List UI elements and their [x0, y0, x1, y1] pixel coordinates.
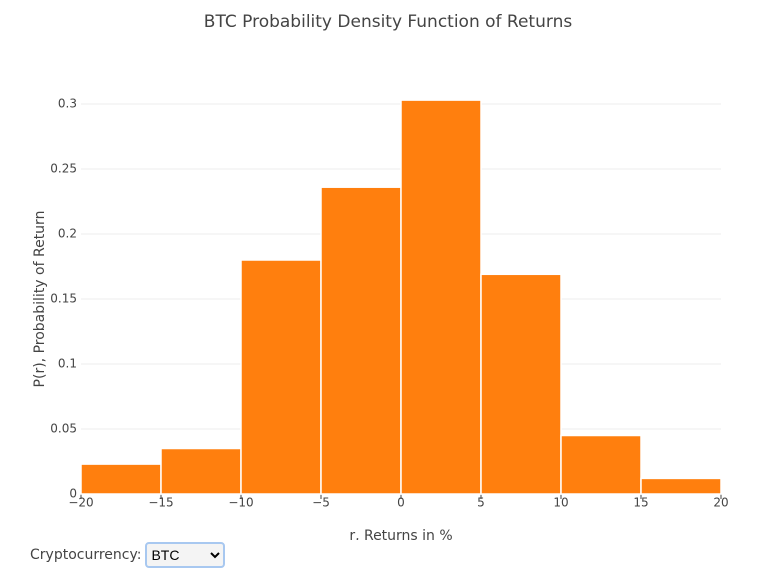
- x-tick-label: 20: [713, 496, 728, 510]
- x-tick-label: 5: [477, 496, 485, 510]
- x-tick-label: −20: [68, 496, 93, 510]
- x-tick-label: −15: [148, 496, 173, 510]
- bar: [480, 273, 562, 495]
- bar: [400, 99, 482, 495]
- chart-title: BTC Probability Density Function of Retu…: [204, 12, 573, 32]
- bar: [240, 259, 322, 495]
- y-tick-label: 0.2: [58, 227, 77, 241]
- x-tick-label: −5: [312, 496, 330, 510]
- y-tick-label: 0.3: [58, 97, 77, 111]
- x-tick-label: 15: [633, 496, 648, 510]
- y-axis-label: P(r), Probability of Return: [32, 211, 48, 388]
- x-tick-label: 0: [397, 496, 405, 510]
- bar: [160, 447, 242, 495]
- control-label: Cryptocurrency:: [30, 547, 142, 563]
- x-axis-label: r, Returns in %: [349, 528, 452, 540]
- y-tick-label: 0.05: [50, 422, 77, 436]
- crypto-control: Cryptocurrency: BTC: [30, 542, 226, 568]
- bar: [560, 434, 642, 495]
- chart: BTC Probability Density Function of Retu…: [32, 12, 729, 540]
- y-tick-label: 0.25: [50, 162, 77, 176]
- crypto-select[interactable]: BTC: [145, 542, 226, 568]
- bar: [640, 477, 722, 495]
- x-tick-label: −10: [228, 496, 253, 510]
- bar: [80, 463, 162, 495]
- y-tick-label: 0: [69, 487, 77, 501]
- y-tick-label: 0.15: [50, 292, 77, 306]
- y-tick-label: 0.1: [58, 357, 77, 371]
- bar: [320, 186, 402, 495]
- x-tick-label: 10: [553, 496, 568, 510]
